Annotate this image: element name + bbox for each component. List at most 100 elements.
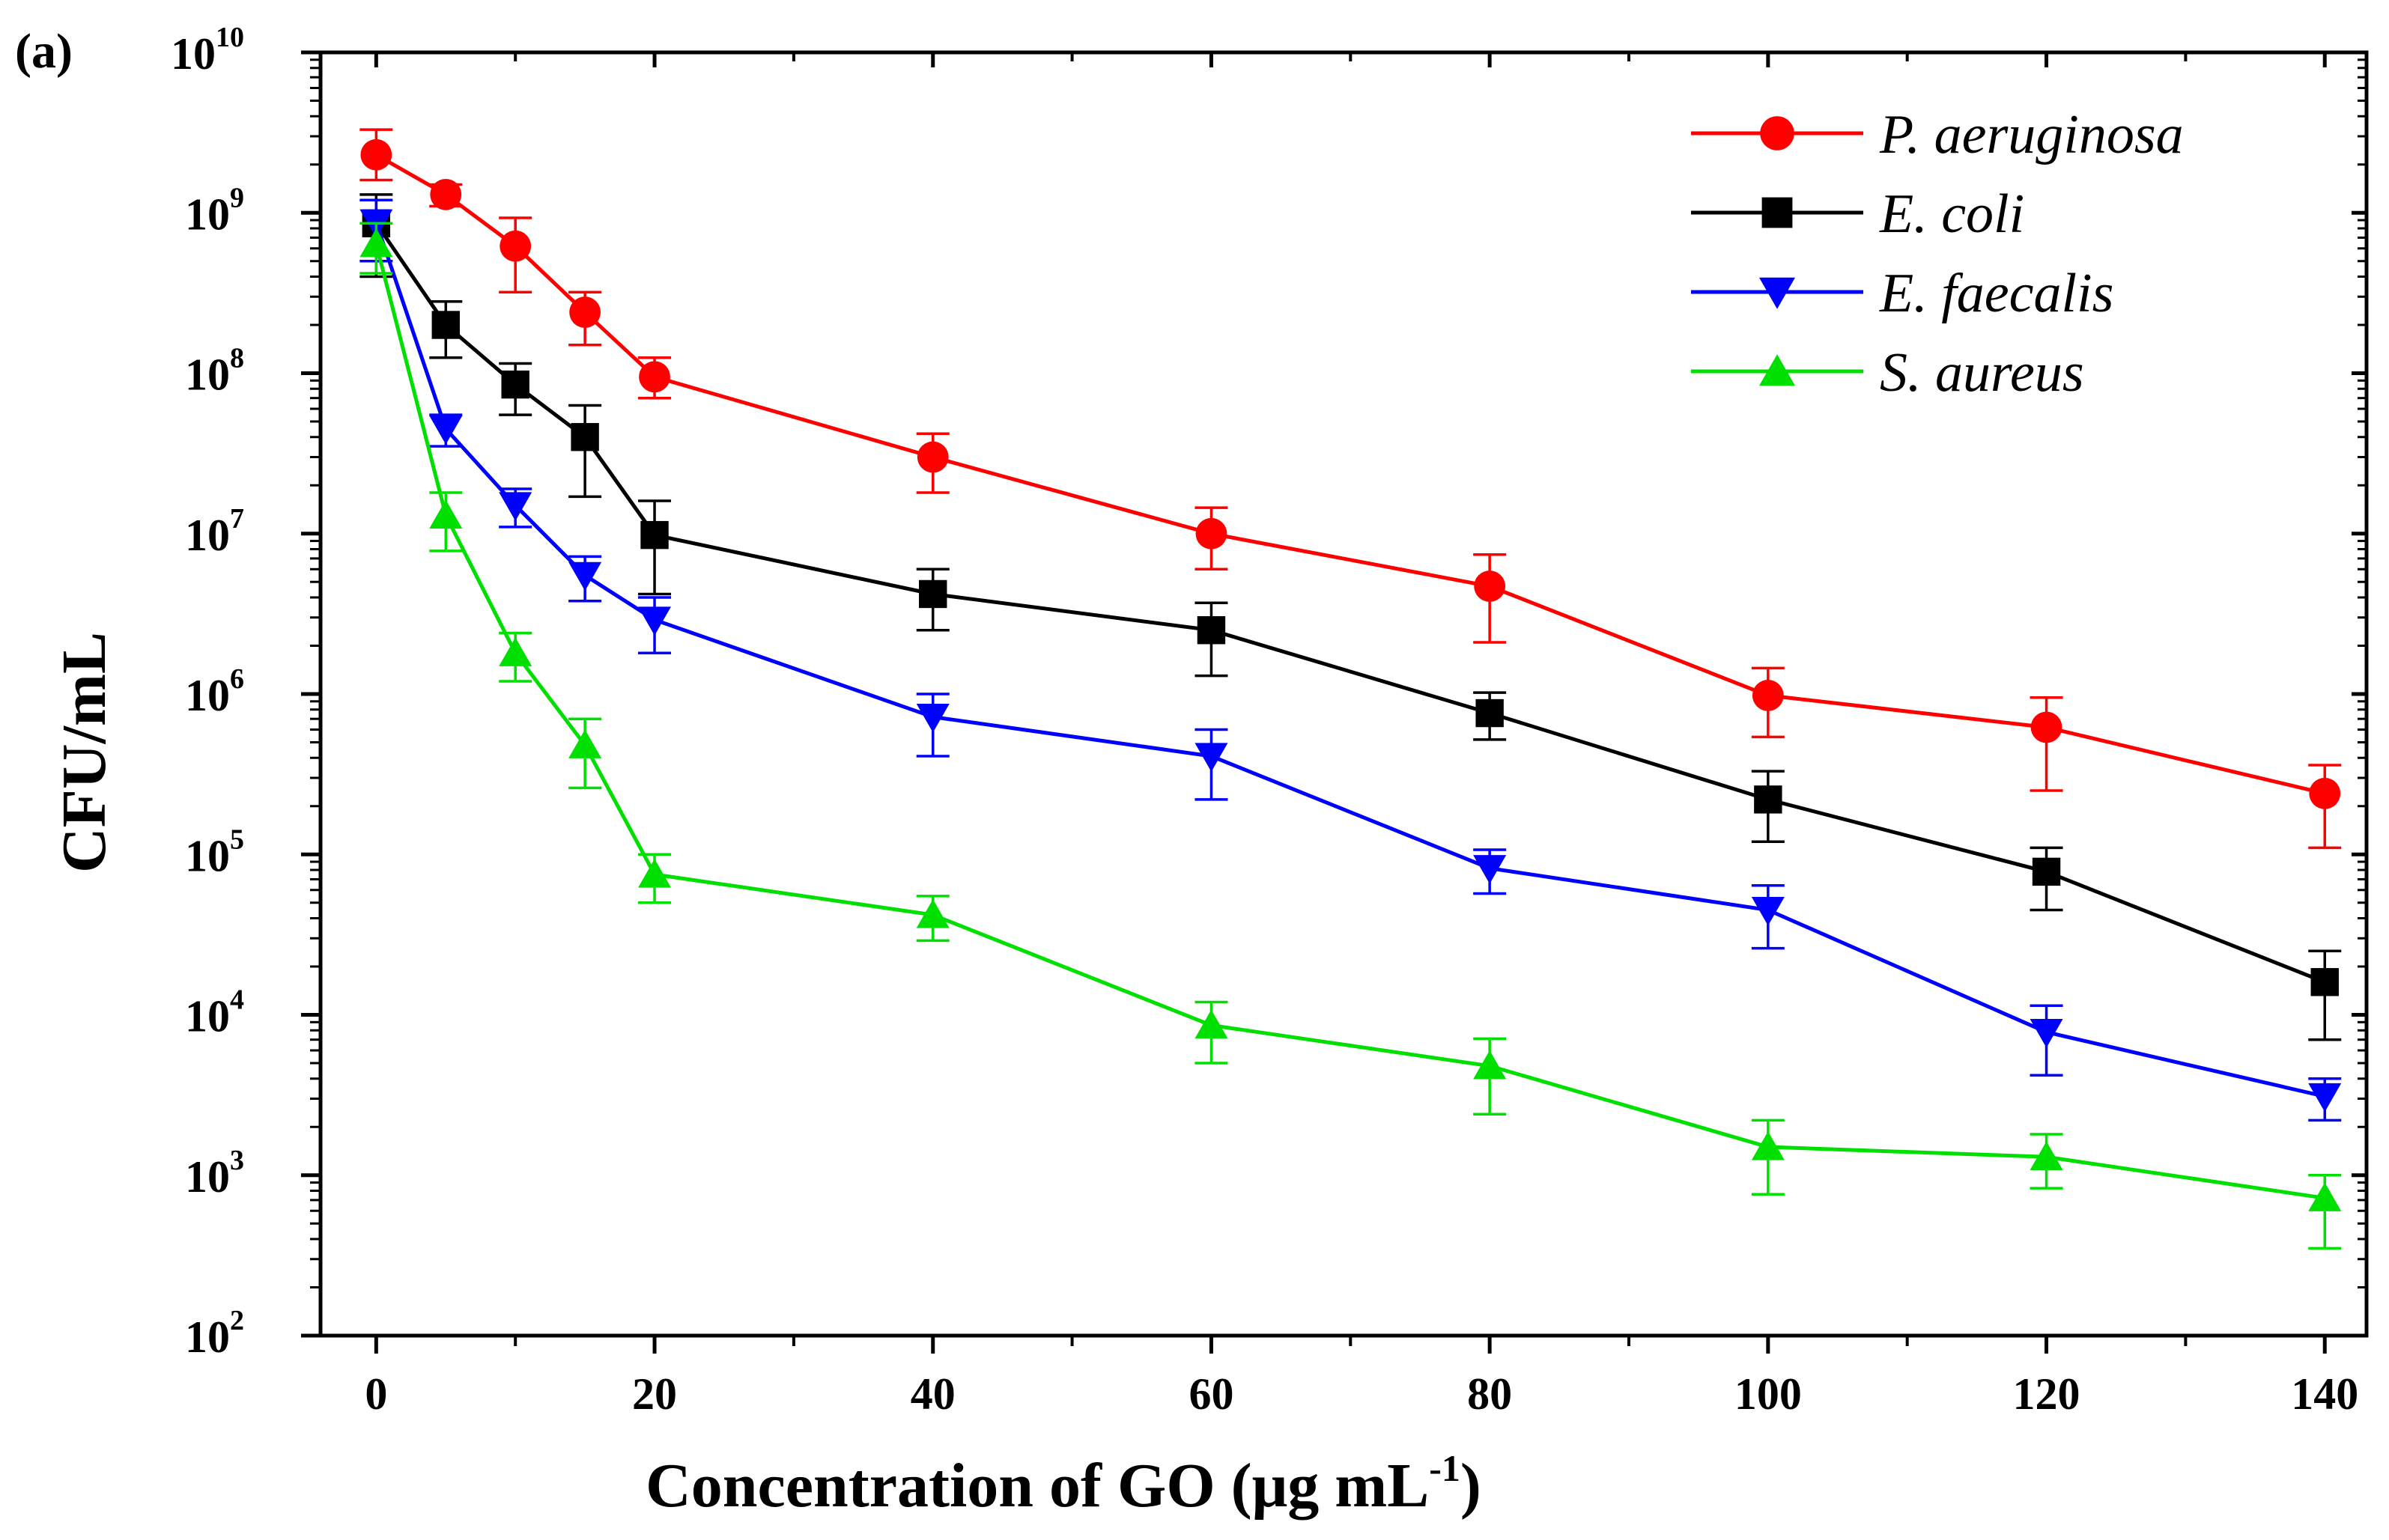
y-tick-label: 1010	[171, 22, 244, 79]
series-1	[359, 193, 2342, 1041]
data-point	[919, 579, 947, 609]
y-tick-label: 107	[185, 503, 244, 560]
y-tick-label: 105	[185, 824, 244, 880]
data-point	[429, 499, 463, 529]
legend: P. aeruginosa E. coli E. faecalis S. aureus	[1691, 104, 2184, 404]
data-point	[916, 703, 950, 733]
y-tick-base: 10	[185, 992, 230, 1041]
y-tick-label: 106	[185, 663, 244, 720]
data-point	[2032, 857, 2061, 886]
x-tick-label: 120	[2013, 1369, 2080, 1419]
data-point	[2308, 1083, 2342, 1113]
data-point	[501, 370, 529, 399]
data-point	[360, 139, 392, 171]
x-tick-label: 0	[365, 1369, 387, 1419]
series-2	[359, 198, 2342, 1122]
y-tick-exponent: 8	[230, 343, 244, 374]
y-axis-title: CFU/mL	[49, 632, 119, 873]
data-point	[499, 492, 532, 521]
panel-label: (a)	[15, 24, 73, 79]
data-point	[1473, 855, 1507, 884]
y-tick-label: 108	[185, 343, 244, 400]
legend-label: E. coli	[1879, 183, 2024, 245]
legend-marker	[1760, 116, 1794, 150]
y-tick-base: 10	[185, 671, 230, 720]
data-point	[429, 416, 463, 445]
series-layer	[359, 128, 2342, 1250]
x-tick-label: 60	[1189, 1369, 1233, 1419]
x-axis-title-superscript: -1	[1429, 1447, 1460, 1489]
y-tick-base: 10	[185, 1152, 230, 1202]
x-tick-label: 20	[632, 1369, 677, 1419]
data-point	[568, 729, 602, 758]
data-point	[916, 899, 950, 928]
data-point	[638, 859, 672, 888]
y-tick-label: 103	[185, 1145, 244, 1202]
data-point	[568, 561, 602, 591]
x-axis-title: Concentration of GO (μg mL-1)	[646, 1447, 1481, 1521]
data-point	[1752, 679, 1784, 711]
data-point	[640, 520, 669, 550]
data-point	[1195, 517, 1227, 550]
data-point	[2309, 777, 2341, 809]
y-tick-base: 10	[185, 831, 230, 880]
y-tick-base: 10	[185, 189, 230, 239]
y-tick-label: 102	[185, 1305, 244, 1362]
data-point	[2030, 1141, 2063, 1170]
series-0	[359, 128, 2342, 850]
y-tick-exponent: 2	[230, 1305, 244, 1336]
data-point	[1475, 699, 1504, 728]
series-3	[359, 222, 2342, 1250]
legend-marker	[1759, 354, 1795, 386]
data-point	[1194, 743, 1228, 772]
data-point	[917, 441, 949, 473]
data-point	[571, 423, 599, 451]
legend-label: S. aureus	[1880, 342, 2084, 404]
data-point	[1751, 1131, 1785, 1160]
data-point	[431, 311, 460, 339]
legend-marker	[1761, 197, 1793, 228]
y-tick-base: 10	[185, 1312, 230, 1362]
y-tick-exponent: 3	[230, 1145, 244, 1176]
x-tick-label: 140	[2291, 1369, 2358, 1419]
data-point	[2030, 711, 2062, 743]
y-tick-base: 10	[171, 29, 216, 79]
data-point	[499, 637, 532, 666]
data-point	[1194, 1009, 1228, 1039]
y-tick-exponent: 5	[230, 824, 244, 855]
plot-frame	[318, 50, 2369, 1338]
y-tick-exponent: 4	[230, 984, 244, 1016]
data-point	[1474, 570, 1506, 602]
axes: 0 20 40 60 80 100 120 1401021031041051061071081…	[171, 22, 2369, 1419]
data-point	[2310, 968, 2339, 996]
data-point	[500, 230, 532, 262]
y-tick-exponent: 10	[216, 22, 244, 53]
y-tick-label: 109	[185, 182, 244, 239]
data-point	[1473, 1050, 1507, 1080]
legend-label: P. aeruginosa	[1879, 104, 2184, 165]
data-point	[1754, 785, 1782, 814]
y-tick-exponent: 7	[230, 503, 244, 535]
data-point	[639, 361, 670, 393]
y-tick-label: 104	[185, 984, 244, 1041]
x-axis-title-main: Concentration of GO (μg mL	[646, 1451, 1429, 1521]
y-tick-exponent: 9	[230, 182, 244, 213]
data-point	[2030, 1019, 2063, 1048]
y-tick-base: 10	[185, 350, 230, 400]
y-tick-base: 10	[185, 511, 230, 560]
y-tick-exponent: 6	[230, 663, 244, 695]
x-tick-label: 40	[911, 1369, 956, 1419]
x-tick-label: 80	[1467, 1369, 1512, 1419]
data-point	[1751, 896, 1785, 926]
data-point	[569, 296, 601, 328]
data-point	[430, 178, 462, 210]
data-point	[638, 606, 672, 636]
legend-marker	[1759, 277, 1795, 309]
legend-label: E. faecalis	[1879, 263, 2113, 324]
x-tick-label: 100	[1734, 1369, 1802, 1419]
data-point	[1197, 616, 1226, 645]
x-axis-title-close: )	[1460, 1451, 1481, 1521]
data-point	[2308, 1182, 2342, 1211]
